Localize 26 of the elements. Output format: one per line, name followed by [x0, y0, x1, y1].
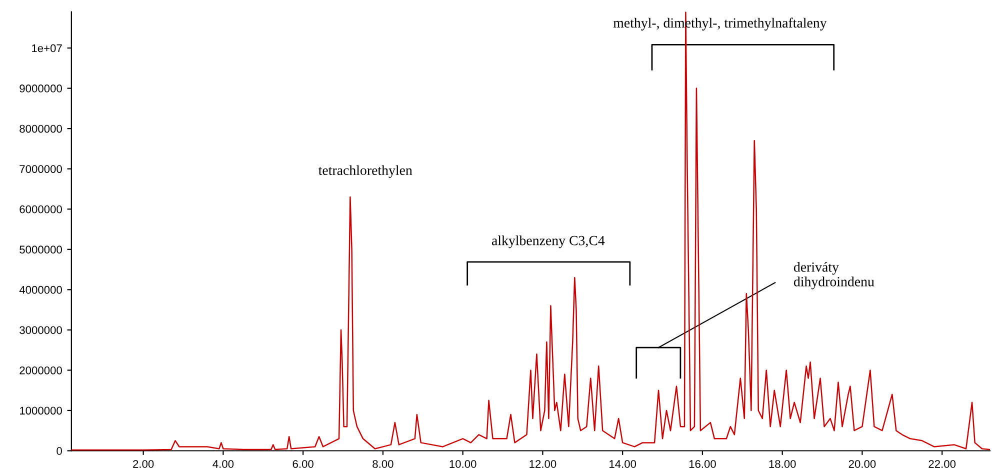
- y-tick-label: 8000000: [20, 124, 62, 133]
- y-tick-label: 2000000: [20, 366, 62, 374]
- y-tick-label: 6000000: [20, 205, 62, 214]
- x-tick-label: 22.00: [928, 460, 956, 468]
- x-tick-label: 16.00: [689, 460, 716, 468]
- y-tick-label: 7000000: [20, 165, 62, 173]
- y-tick-label: 9000000: [20, 84, 62, 92]
- y-tick-label: 1e+07: [32, 44, 62, 52]
- x-tick-label: 2.00: [133, 460, 154, 468]
- y-tick-label: 4000000: [19, 286, 62, 294]
- x-tick-label: 4.00: [212, 460, 234, 468]
- y-tick-label: 1000000: [20, 406, 62, 415]
- annotation: alkylbenzeny C3,C4: [492, 235, 605, 248]
- line-series: [71, 12, 990, 451]
- y-tick-label: 5000000: [20, 246, 62, 254]
- annotation: tetrachlorethylen: [318, 165, 412, 178]
- x-tick-label: 10.00: [450, 460, 476, 468]
- x-tick-label: 18.00: [769, 460, 796, 468]
- x-tick-label: 6.00: [292, 460, 314, 468]
- x-tick-label: 14.00: [610, 460, 636, 468]
- x-tick-label: 12.00: [530, 460, 556, 468]
- annotation: deriváty dihydroindenu: [794, 262, 874, 290]
- x-tick-label: 20.00: [848, 460, 876, 468]
- y-tick-label: 3000000: [20, 326, 62, 334]
- y-tick-label: 0: [56, 447, 62, 455]
- x-tick-label: 8.00: [372, 460, 394, 468]
